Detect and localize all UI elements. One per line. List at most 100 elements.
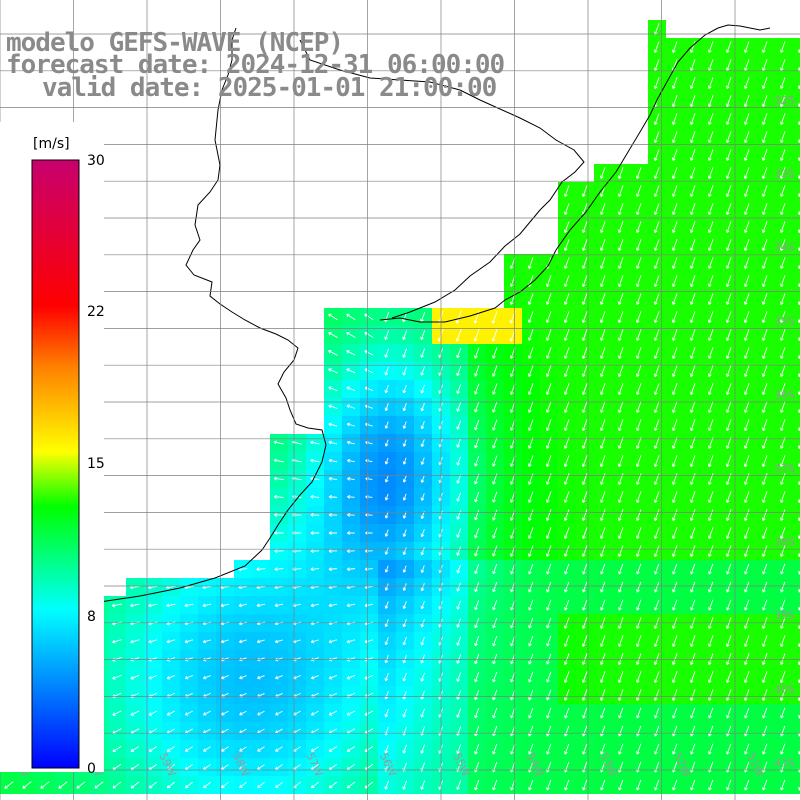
wind-cell: [792, 398, 800, 416]
wind-arrow: [273, 494, 284, 499]
wind-arrow: [707, 41, 714, 53]
wind-arrow: [402, 547, 407, 555]
wind-arrow: [743, 167, 750, 179]
wind-arrow: [184, 639, 194, 644]
wind-arrow: [492, 545, 498, 557]
wind-arrow: [635, 635, 642, 647]
wind-arrow: [780, 725, 786, 737]
wind-arrow: [779, 545, 786, 557]
wind-arrow: [744, 707, 750, 719]
wind-arrow: [346, 603, 356, 608]
wind-arrow: [689, 653, 696, 665]
wind-arrow: [636, 743, 642, 755]
wind-arrow: [148, 603, 158, 608]
wind-arrow: [545, 383, 552, 395]
wind-arrow: [328, 675, 338, 680]
wind-arrow: [492, 779, 498, 791]
wind-arrow: [779, 59, 786, 71]
wind-arrow: [707, 329, 714, 341]
wind-arrow: [527, 383, 534, 395]
wind-cell: [792, 740, 800, 758]
wind-arrow: [599, 257, 606, 269]
wind-arrow: [743, 653, 750, 665]
wind-arrow: [310, 764, 319, 770]
wind-arrow: [761, 347, 768, 359]
wind-arrow: [653, 275, 660, 287]
wind-arrow: [618, 707, 624, 719]
wind-arrow: [456, 366, 462, 377]
wind-arrow: [725, 77, 732, 89]
wind-arrow: [274, 639, 283, 644]
wind-arrow: [346, 549, 355, 553]
wind-arrow: [725, 455, 732, 467]
wind-arrow: [725, 257, 732, 269]
wind-cell: [792, 704, 800, 722]
wind-arrow: [725, 275, 732, 287]
wind-cell: [792, 668, 800, 686]
wind-arrow: [166, 710, 176, 716]
wind-arrow: [581, 401, 588, 413]
wind-arrow: [456, 744, 462, 754]
wind-arrow: [671, 419, 678, 431]
wind-arrow: [761, 203, 768, 215]
wind-arrow: [384, 529, 389, 537]
wind-cell: [792, 524, 800, 542]
wind-arrow: [653, 527, 660, 539]
wind-arrow: [653, 221, 660, 233]
wind-arrow: [528, 599, 534, 611]
wind-arrow: [456, 402, 462, 412]
wind-cell: [792, 236, 800, 254]
wind-arrow: [653, 419, 660, 431]
wind-arrow: [328, 746, 337, 752]
wind-arrow: [707, 59, 714, 71]
wind-speed-field: [0, 20, 800, 794]
wind-arrow: [761, 365, 768, 377]
wind-arrow: [456, 438, 462, 448]
wind-arrow: [492, 401, 498, 413]
wind-arrow: [346, 404, 356, 409]
wind-arrow: [617, 221, 624, 233]
wind-arrow: [581, 293, 588, 305]
wind-arrow: [707, 419, 714, 431]
wind-arrow: [635, 401, 642, 413]
wind-arrow: [779, 311, 786, 323]
wind-arrow: [672, 563, 678, 575]
wind-arrow: [474, 347, 480, 359]
wind-arrow: [491, 328, 498, 342]
wind-arrow: [725, 329, 732, 341]
wind-arrow: [761, 401, 768, 413]
wind-arrow: [671, 113, 678, 125]
wind-arrow: [689, 149, 696, 161]
wind-arrow: [474, 689, 480, 701]
wind-arrow: [672, 707, 678, 719]
wind-arrow: [564, 725, 570, 737]
wind-arrow: [221, 781, 229, 789]
wind-cell: [792, 776, 800, 794]
wind-arrow: [708, 707, 714, 719]
wind-arrow: [725, 185, 732, 197]
wind-arrow: [581, 185, 588, 197]
wind-arrow: [346, 675, 356, 680]
wind-arrow: [635, 221, 642, 233]
wind-arrow: [184, 710, 193, 716]
wind-arrow: [528, 743, 534, 755]
wind-arrow: [725, 311, 732, 323]
latitude-label: 34S: [774, 241, 795, 254]
wind-arrow: [743, 437, 750, 449]
wind-arrow: [402, 636, 407, 646]
wind-arrow: [203, 710, 211, 716]
wind-arrow: [420, 672, 425, 682]
wind-arrow: [635, 671, 642, 683]
wind-arrow: [725, 383, 732, 395]
wind-arrow: [564, 599, 570, 611]
wind-arrow: [617, 437, 624, 449]
wind-arrow: [148, 781, 158, 789]
wind-arrow: [203, 746, 211, 752]
wind-arrow: [635, 329, 642, 341]
wind-cell: [792, 722, 800, 740]
wind-cell: [792, 146, 800, 164]
wind-arrow: [599, 419, 606, 431]
wind-arrow: [653, 257, 660, 269]
wind-arrow: [743, 41, 750, 53]
wind-arrow: [581, 653, 588, 665]
